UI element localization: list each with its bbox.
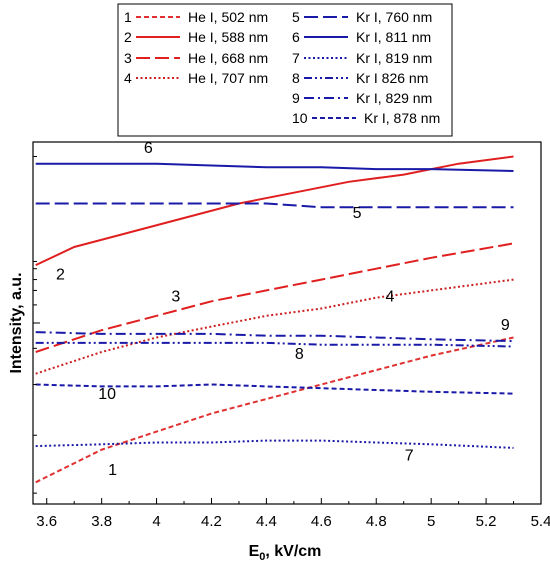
legend-label: He I, 668 nm — [188, 50, 268, 66]
series-line-10 — [35, 383, 514, 395]
curve-label-1: 1 — [108, 462, 117, 479]
series-layer — [35, 155, 514, 484]
legend-number: 6 — [292, 29, 300, 45]
legend-item-2: 2 He I, 588 nm — [124, 29, 268, 45]
x-tick-label: 4.4 — [256, 513, 277, 530]
legend-label: He I, 707 nm — [188, 70, 268, 86]
curve-label-5: 5 — [353, 205, 362, 222]
legend-label: Kr I, 878 nm — [364, 110, 440, 126]
legend-number: 8 — [292, 70, 300, 86]
curve-label-9: 9 — [501, 317, 510, 334]
x-axis-title-main: E — [249, 543, 260, 560]
curve-label-3: 3 — [171, 288, 180, 305]
curve-label-6: 6 — [144, 140, 153, 157]
legend-number: 5 — [292, 9, 300, 25]
series-line-8 — [35, 341, 514, 348]
legend-number: 2 — [124, 29, 132, 45]
x-axis-ticks: 3.6 3.8 4 4.2 4.4 4.6 4.8 5 5.2 5.4 — [36, 498, 550, 530]
legend-label: Kr I, 819 nm — [356, 50, 432, 66]
curve-label-4: 4 — [386, 288, 395, 305]
legend-label: Kr I, 811 nm — [356, 29, 431, 45]
legend-number: 1 — [124, 9, 132, 25]
legend-label: Kr I, 829 nm — [356, 90, 432, 106]
curve-label-2: 2 — [56, 267, 65, 284]
plot-frame — [32, 141, 542, 505]
x-tick-label: 5.2 — [476, 513, 497, 530]
x-tick-label: 4 — [152, 513, 160, 530]
series-line-2 — [35, 155, 514, 267]
x-tick-label: 4.8 — [366, 513, 387, 530]
series-line-5 — [35, 202, 514, 209]
curve-labels: 1 2 3 4 5 6 7 8 9 10 — [56, 140, 510, 479]
legend-number: 3 — [124, 50, 132, 66]
legend-item-4: 4 He I, 707 nm — [124, 70, 268, 86]
legend-label: Kr I, 760 nm — [356, 9, 432, 25]
legend-label: He I, 502 nm — [188, 9, 268, 25]
x-tick-label: 5.4 — [531, 513, 550, 530]
x-tick-label: 4.6 — [311, 513, 332, 530]
legend-item-5: 5 Kr I, 760 nm — [292, 9, 432, 25]
y-axis-title: Intensity, a.u. — [8, 272, 25, 373]
legend-item-9: 9 Kr I, 829 nm — [292, 90, 432, 106]
series-line-6 — [35, 162, 514, 172]
legend-number: 4 — [124, 70, 132, 86]
legend-item-1: 1 He I, 502 nm — [124, 9, 268, 25]
x-tick-label: 5 — [427, 513, 435, 530]
series-line-4 — [35, 278, 514, 375]
legend-item-10: 10 Kr I, 878 nm — [292, 110, 440, 126]
x-axis-title-sub: 0 — [259, 551, 265, 563]
legend: 1 He I, 502 nm 2 He I, 588 nm 3 He I, 668 nm 4… — [117, 3, 453, 137]
x-tick-label: 3.8 — [91, 513, 112, 530]
legend-box — [117, 3, 453, 137]
x-axis-title: E0, kV/cm — [249, 543, 322, 563]
legend-label: Kr I 826 nm — [356, 70, 428, 86]
series-line-1 — [35, 336, 514, 484]
legend-number: 9 — [292, 90, 300, 106]
curve-label-7: 7 — [405, 448, 414, 465]
series-line-7 — [35, 439, 514, 449]
legend-number: 10 — [292, 110, 308, 126]
x-axis-title-unit: , kV/cm — [265, 543, 321, 560]
legend-item-6: 6 Kr I, 811 nm — [292, 29, 431, 45]
x-tick-label: 3.6 — [36, 513, 57, 530]
legend-item-7: 7 Kr I, 819 nm — [292, 50, 432, 66]
series-line-9 — [35, 331, 514, 343]
legend-item-3: 3 He I, 668 nm — [124, 50, 268, 66]
curve-label-10: 10 — [98, 386, 116, 403]
y-axis-ticks — [33, 155, 40, 494]
curve-label-8: 8 — [295, 346, 304, 363]
legend-label: He I, 588 nm — [188, 29, 268, 45]
plot-area: 1 2 3 4 5 6 7 8 9 10 3.6 3.8 4 4.2 4.4 4.6 4.8 5 5.2 5.4 — [32, 140, 550, 530]
legend-item-8: 8 Kr I 826 nm — [292, 70, 428, 86]
x-tick-label: 4.2 — [201, 513, 222, 530]
legend-number: 7 — [292, 50, 300, 66]
series-line-3 — [35, 242, 514, 353]
